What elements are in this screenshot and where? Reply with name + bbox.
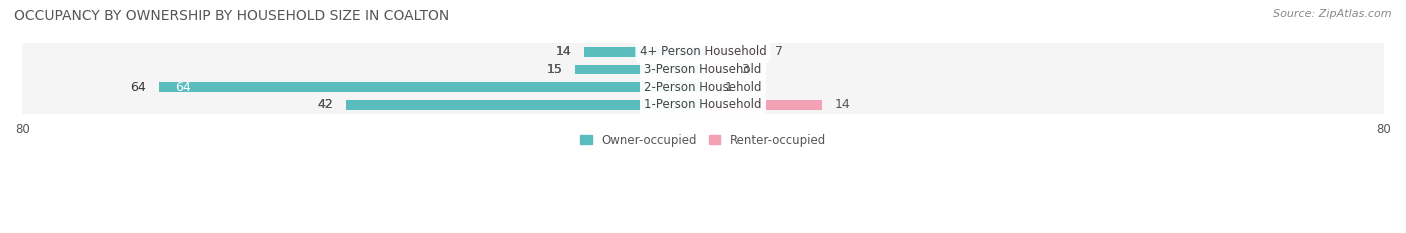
Bar xyxy=(346,100,703,110)
Text: 42: 42 xyxy=(318,98,333,111)
Text: 1-Person Household: 1-Person Household xyxy=(644,98,762,111)
Bar xyxy=(703,100,823,110)
Bar xyxy=(703,65,728,74)
Bar xyxy=(703,47,762,57)
Text: OCCUPANCY BY OWNERSHIP BY HOUSEHOLD SIZE IN COALTON: OCCUPANCY BY OWNERSHIP BY HOUSEHOLD SIZE… xyxy=(14,9,450,23)
Text: 14: 14 xyxy=(555,45,571,58)
Text: 64: 64 xyxy=(176,81,191,94)
Text: 1: 1 xyxy=(724,81,733,94)
Text: 64: 64 xyxy=(129,81,146,94)
Bar xyxy=(22,78,1384,96)
Text: 42: 42 xyxy=(318,98,333,111)
Text: 7: 7 xyxy=(775,45,783,58)
Text: 3: 3 xyxy=(741,63,749,76)
Bar xyxy=(159,82,703,92)
Bar xyxy=(703,82,711,92)
Legend: Owner-occupied, Renter-occupied: Owner-occupied, Renter-occupied xyxy=(579,134,827,147)
Text: 15: 15 xyxy=(547,63,562,76)
Text: 14: 14 xyxy=(555,45,571,58)
Text: 3-Person Household: 3-Person Household xyxy=(644,63,762,76)
Text: 14: 14 xyxy=(835,98,851,111)
Bar xyxy=(22,43,1384,61)
Bar xyxy=(22,61,1384,78)
Text: 15: 15 xyxy=(547,63,562,76)
Text: 4+ Person Household: 4+ Person Household xyxy=(640,45,766,58)
Text: Source: ZipAtlas.com: Source: ZipAtlas.com xyxy=(1274,9,1392,19)
Bar xyxy=(575,65,703,74)
Bar xyxy=(583,47,703,57)
Text: 2-Person Household: 2-Person Household xyxy=(644,81,762,94)
Bar xyxy=(22,96,1384,113)
